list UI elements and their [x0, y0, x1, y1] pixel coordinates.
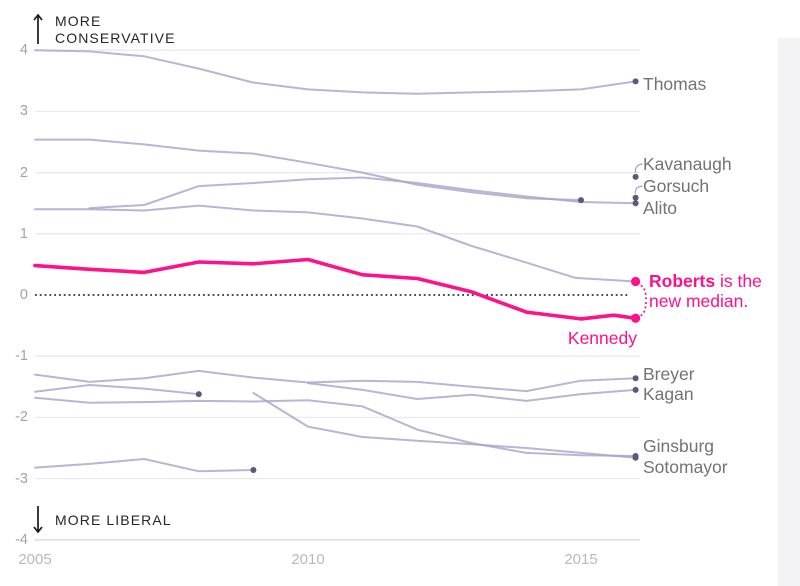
x-tick-label-2010: 2010 — [291, 551, 325, 568]
justice-label-gorsuch: Gorsuch — [643, 176, 710, 196]
justice-label-alito: Alito — [643, 198, 678, 218]
kennedy-line-label: Kennedy — [567, 328, 637, 348]
end-dot-thomas — [632, 78, 639, 85]
end-dot-kennedy — [631, 313, 641, 323]
more-liberal-label: MORE LIBERAL — [55, 512, 172, 528]
y-tick-label--2: -2 — [15, 409, 28, 426]
median-bracket — [636, 283, 648, 318]
end-dot-breyer — [632, 375, 639, 382]
up-arrow-icon — [33, 13, 43, 44]
series-line-alito — [88, 176, 637, 210]
justice-label-kavanaugh: Kavanaugh — [643, 154, 732, 174]
y-tick-label--4: -4 — [15, 531, 28, 548]
leader-gorsuch — [634, 185, 643, 194]
justice-label-kagan: Kagan — [643, 384, 694, 404]
end-dot-sotomayor — [632, 454, 639, 461]
series-line-kennedy — [33, 257, 638, 321]
more-conservative-line2: CONSERVATIVE — [55, 30, 176, 46]
y-tick-label--1: -1 — [15, 348, 28, 365]
series-line-scalia — [34, 138, 582, 202]
roberts-median-annotation: Roberts is the new median. — [649, 271, 762, 311]
more-conservative-line1: MORE — [55, 13, 102, 29]
down-arrow-icon — [33, 506, 43, 534]
y-tick-label--3: -3 — [15, 470, 28, 487]
x-tick-label-2005: 2005 — [18, 551, 52, 568]
series-line-kagan — [307, 382, 637, 402]
series-line-souter — [34, 384, 200, 396]
roberts-annotation-line2: new median. — [649, 290, 749, 311]
series-line-thomas — [34, 49, 637, 95]
justice-label-ginsburg: Ginsburg — [643, 436, 715, 456]
roberts-annotation-rest: is the — [715, 271, 762, 291]
y-tick-label-4: 4 — [19, 42, 28, 59]
justice-label-breyer: Breyer — [643, 364, 695, 384]
end-dot-kagan — [632, 386, 639, 393]
series-line-breyer — [34, 369, 637, 393]
roberts-annotation-bold: Roberts — [649, 271, 716, 291]
end-dot-gorsuch — [632, 194, 639, 201]
end-dot-roberts — [631, 276, 641, 287]
series-line-roberts — [34, 204, 637, 283]
end-dot-souter — [195, 391, 202, 398]
series-line-ginsburg — [34, 396, 637, 457]
y-tick-label-2: 2 — [19, 164, 28, 181]
y-tick-label-0: 0 — [19, 287, 28, 303]
leader-kavanaugh — [634, 163, 643, 173]
right-edge-strip — [778, 38, 800, 586]
justice-label-sotomayor: Sotomayor — [643, 457, 728, 477]
justice-label-thomas: Thomas — [643, 74, 707, 94]
series-line-stevens — [34, 458, 255, 473]
series-line-sotomayor — [252, 391, 637, 459]
end-dot-stevens — [250, 467, 257, 474]
end-dot-scalia — [578, 197, 584, 204]
end-dot-alito — [632, 200, 639, 207]
y-tick-label-3: 3 — [19, 103, 28, 120]
more-conservative-label: MORE CONSERVATIVE — [55, 13, 176, 47]
end-dot-kavanaugh — [632, 173, 639, 180]
x-tick-label-2015: 2015 — [564, 551, 598, 568]
y-tick-label-1: 1 — [19, 225, 28, 242]
